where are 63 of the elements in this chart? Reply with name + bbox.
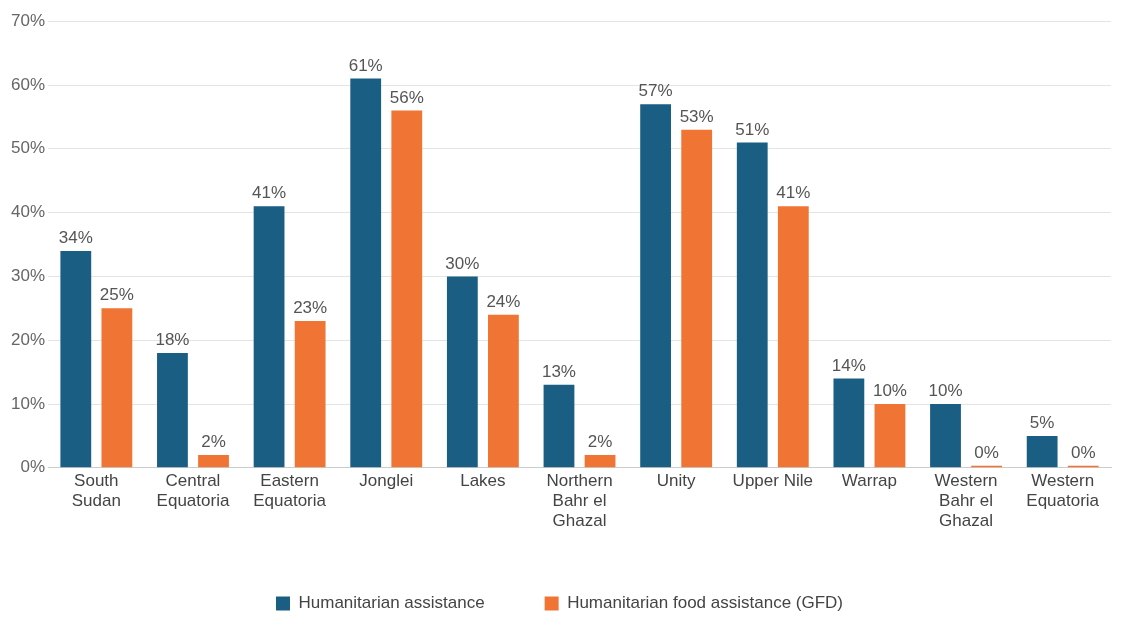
bar [930, 404, 961, 468]
bar [1026, 435, 1058, 468]
data-label: 23% [293, 298, 328, 318]
y-tick-label: 60% [10, 74, 46, 94]
data-label: 2% [587, 432, 613, 452]
data-label: 5% [1029, 413, 1055, 433]
x-tick-label: Unity [656, 470, 697, 490]
data-label: 51% [735, 119, 770, 139]
data-label: 41% [252, 183, 287, 203]
bar [60, 250, 92, 468]
data-label: 25% [99, 285, 134, 305]
bar [584, 455, 616, 468]
bar [543, 384, 575, 468]
bar [446, 276, 478, 468]
bar [681, 129, 713, 468]
x-tick-label: Eastern Equatoria [253, 470, 327, 511]
x-tick-label: Western Bahr el Ghazal [934, 470, 998, 531]
x-tick-label: Jonglei [359, 470, 414, 490]
y-tick-label: 10% [10, 393, 46, 413]
bar [777, 206, 809, 468]
bar [157, 352, 188, 468]
data-label: 57% [638, 81, 673, 101]
x-tick-label: Lakes [460, 470, 506, 490]
bar [736, 142, 768, 468]
x-tick-label: Upper Nile [732, 470, 813, 490]
x-tick-label: Warrap [841, 470, 897, 490]
x-tick-label: Northern Bahr el Ghazal [546, 470, 613, 531]
data-label: 34% [58, 228, 93, 248]
y-tick-label: 30% [10, 266, 46, 286]
y-tick-label: 50% [10, 138, 46, 158]
y-tick-label: 0% [20, 457, 46, 477]
y-tick-label: 70% [10, 10, 46, 30]
data-label: 18% [155, 330, 190, 350]
data-label: 10% [928, 381, 963, 401]
legend-label: Humanitarian assistance [298, 593, 485, 613]
data-label: 56% [389, 87, 424, 107]
bar [488, 314, 519, 468]
data-label: 53% [679, 106, 714, 126]
data-label: 10% [872, 381, 907, 401]
data-label: 61% [348, 55, 383, 75]
bar [101, 308, 133, 468]
data-label: 13% [541, 362, 576, 382]
bar [253, 206, 285, 468]
data-label: 24% [486, 291, 521, 311]
data-label: 30% [445, 253, 480, 273]
x-tick-label: South Sudan [71, 470, 121, 511]
data-label: 0% [974, 442, 999, 462]
bar [198, 455, 229, 468]
bar [833, 378, 865, 468]
y-tick-label: 20% [10, 329, 46, 349]
bar [391, 110, 423, 468]
y-tick-label: 40% [10, 202, 46, 222]
data-label: 41% [776, 183, 811, 203]
data-label: 14% [831, 355, 866, 375]
bar [350, 78, 382, 468]
bar [640, 104, 672, 468]
data-label: 2% [201, 432, 226, 452]
legend-label: Humanitarian food assistance (GFD) [567, 593, 844, 613]
bar [294, 321, 326, 468]
x-tick-label: Central Equatoria [156, 470, 230, 511]
data-label: 0% [1070, 442, 1096, 462]
x-tick-label: Western Equatoria [1026, 470, 1100, 511]
bar [874, 404, 906, 468]
